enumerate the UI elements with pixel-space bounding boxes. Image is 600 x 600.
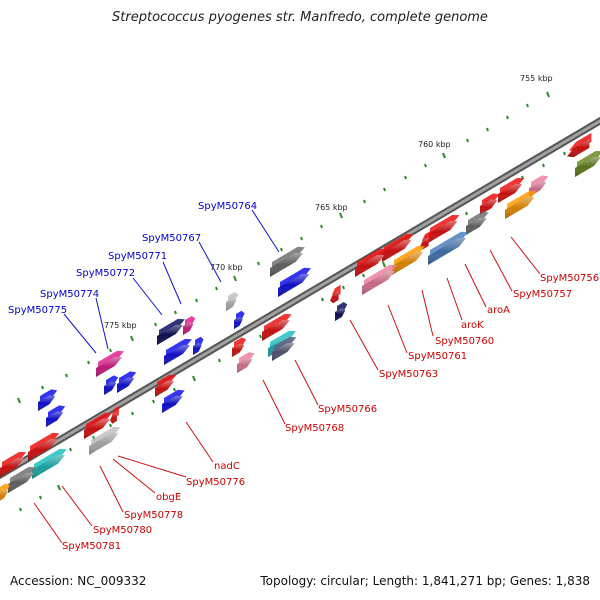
gene-label: SpyM50772 <box>76 268 135 279</box>
gene-arrow <box>8 466 36 493</box>
map-title: Streptococcus pyogenes str. Manfredo, co… <box>112 10 488 25</box>
gene-arrow <box>110 405 119 424</box>
scale-label: 765 kbp <box>315 203 348 212</box>
scale-ticks <box>17 91 587 512</box>
gene-label: SpyM50775 <box>8 305 67 316</box>
gene-arrow <box>157 318 185 345</box>
gene-arrow <box>117 371 137 393</box>
gene-arrow <box>0 451 27 477</box>
gene-label: SpyM50776 <box>186 477 245 488</box>
gene-arrow <box>262 313 292 341</box>
top-gene-labels: SpyM50764 SpyM50767 SpyM50771 SpyM50772 … <box>8 201 257 316</box>
gene-arrow <box>155 374 176 397</box>
gene-label: SpyM50761 <box>408 351 467 362</box>
gene-arrow <box>89 426 121 455</box>
gene-arrow <box>428 231 468 265</box>
gene-arrow <box>575 150 600 177</box>
gene-label: SpyM50781 <box>62 541 121 552</box>
gene-arrow <box>0 483 11 501</box>
gene-arrow <box>96 350 124 377</box>
scale-label: 755 kbp <box>520 74 553 83</box>
gene-label: SpyM50774 <box>40 289 99 300</box>
gene-label: aroK <box>461 320 484 331</box>
gene-arrow <box>330 284 341 304</box>
gene-arrow <box>183 316 196 335</box>
gene-label: SpyM50763 <box>379 369 438 380</box>
gene-arrow <box>193 336 204 355</box>
gene-label: SpyM50757 <box>513 289 572 300</box>
gene-label: SpyM50778 <box>124 510 183 521</box>
gene-arrow <box>466 211 489 235</box>
scale-labels: 755 kbp 760 kbp 765 kbp 770 kbp 775 kbp <box>104 74 553 330</box>
top-label-leaders <box>63 209 280 354</box>
gene-arrow <box>335 302 348 321</box>
gene-arrow <box>38 389 58 411</box>
bottom-gene-labels: SpyM50756 SpyM50757 aroA aroK SpyM50760 … <box>62 273 599 552</box>
gene-arrow <box>232 337 247 357</box>
gene-arrow <box>234 310 245 329</box>
scale-label: 760 kbp <box>418 140 451 149</box>
gene-arrow <box>382 233 414 262</box>
gene-arrow <box>84 412 112 439</box>
gene-arrow <box>567 132 592 157</box>
gene-features <box>0 132 600 501</box>
gene-label: nadC <box>214 461 240 472</box>
gene-arrow <box>104 375 119 395</box>
gene-label: SpyM50756 <box>540 273 599 284</box>
gene-arrow <box>237 352 255 373</box>
gene-label: SpyM50766 <box>318 404 377 415</box>
gene-label: obgE <box>156 492 181 503</box>
gene-label: SpyM50780 <box>93 525 152 536</box>
genome-info-text: Topology: circular; Length: 1,841,271 bp… <box>260 574 590 588</box>
gene-label: SpyM50767 <box>142 233 201 244</box>
gene-arrow <box>270 246 305 277</box>
gene-arrow <box>480 193 500 215</box>
gene-arrow <box>46 405 66 427</box>
gene-arrow <box>162 389 185 413</box>
gene-label: SpyM50771 <box>108 251 167 262</box>
scale-label: 775 kbp <box>104 321 137 330</box>
gene-arrow <box>28 432 60 461</box>
gene-arrow <box>278 267 312 297</box>
gene-arrow <box>392 245 426 275</box>
gene-arrow <box>505 190 537 219</box>
gene-arrow <box>498 177 525 203</box>
gene-arrow <box>272 336 297 361</box>
gene-label: aroA <box>487 305 510 316</box>
gene-label: SpyM50768 <box>285 423 344 434</box>
gene-arrow <box>226 292 239 311</box>
gene-arrow <box>428 214 460 243</box>
gene-arrow <box>164 338 192 365</box>
scale-label: 770 kbp <box>210 263 243 272</box>
gene-label: SpyM50760 <box>435 336 494 347</box>
gene-arrow <box>32 448 67 479</box>
gene-label: SpyM50764 <box>198 201 257 212</box>
bottom-label-leaders <box>33 236 541 544</box>
gene-arrow <box>355 248 387 277</box>
accession-text: Accession: NC_009332 <box>10 574 147 588</box>
gene-arrow <box>362 264 397 295</box>
